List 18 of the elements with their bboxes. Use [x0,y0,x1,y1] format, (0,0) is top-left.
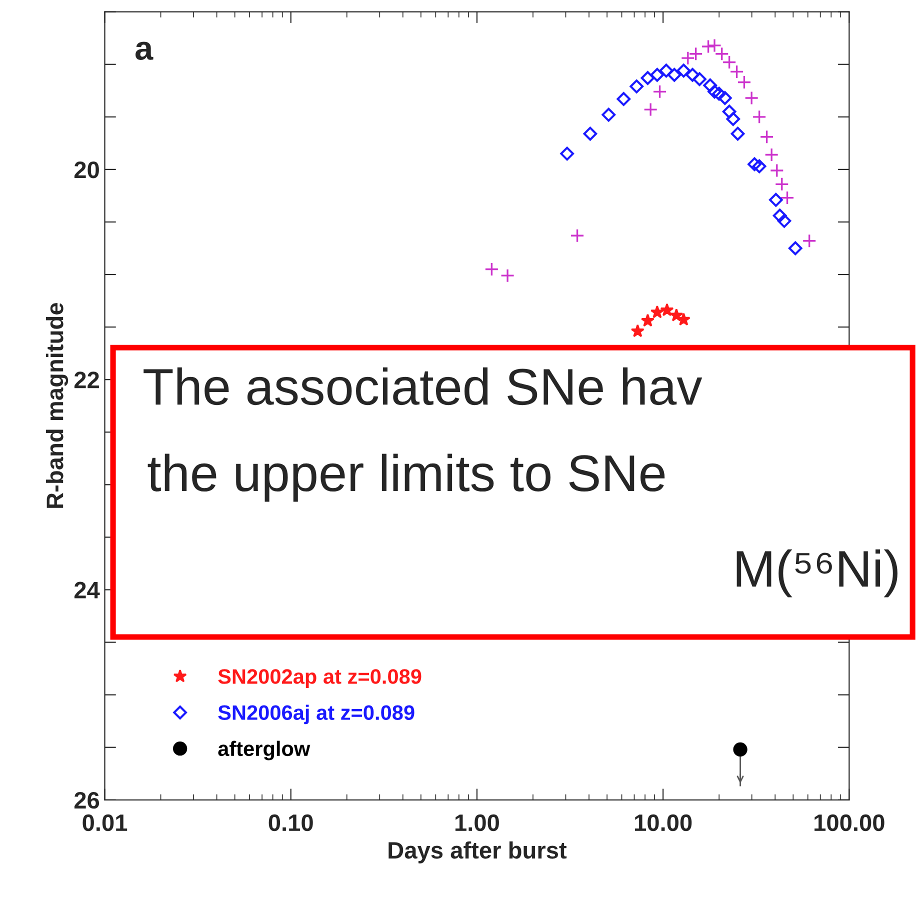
y-tick-label: 20 [74,162,99,178]
x-tick-label: 0.10 [268,814,313,832]
y-axis-title: R-band magnitude [46,303,68,508]
y-tick-label: 24 [74,582,100,598]
annotation: a [136,42,154,60]
legend-label: afterglow [218,740,310,760]
x-axis-title: Days after burst [388,841,567,864]
legend-label: SN2002ap at z=0.089 [218,669,422,688]
x-tick-label: 1.00 [455,814,499,832]
y-tick-label: 22 [74,372,99,388]
annotation: M(⁵⁶Ni) [736,549,898,598]
x-tick-label: 100.00 [814,814,884,832]
y-tick-label: 26 [74,792,100,809]
legend-label: SN2006aj at z=0.089 [218,704,414,724]
annotation: the upper limits to SNe [148,454,665,502]
x-tick-label: 10.00 [635,814,692,832]
annotation: The associated SNe hav [144,367,702,406]
x-tick-label: 0.01 [82,814,128,832]
